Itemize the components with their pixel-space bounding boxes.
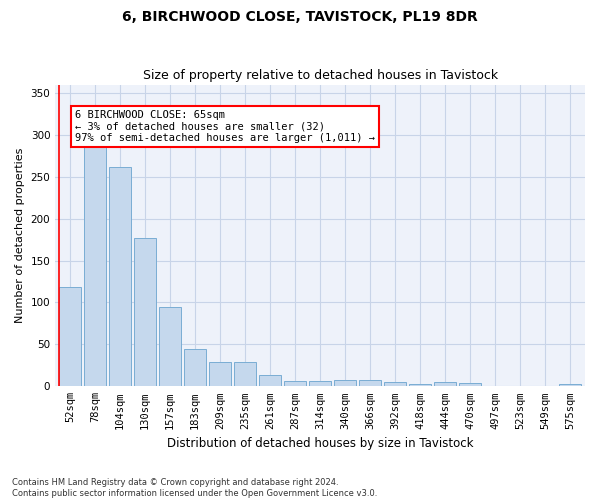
X-axis label: Distribution of detached houses by size in Tavistock: Distribution of detached houses by size … (167, 437, 473, 450)
Bar (134, 238, 157, 386)
Bar (109, 166, 131, 386)
Bar (459, 383, 481, 386)
Bar (159, 306, 181, 386)
Bar (359, 380, 382, 386)
Text: 6 BIRCHWOOD CLOSE: 65sqm
← 3% of detached houses are smaller (32)
97% of semi-de: 6 BIRCHWOOD CLOSE: 65sqm ← 3% of detache… (75, 110, 375, 143)
Y-axis label: Number of detached properties: Number of detached properties (15, 148, 25, 323)
Bar (409, 384, 431, 386)
Bar (184, 348, 206, 387)
Title: Size of property relative to detached houses in Tavistock: Size of property relative to detached ho… (143, 69, 497, 82)
Bar (309, 382, 331, 386)
Bar (234, 362, 256, 386)
Bar (284, 382, 307, 386)
Bar (559, 384, 581, 386)
Bar (209, 362, 232, 386)
Text: 6, BIRCHWOOD CLOSE, TAVISTOCK, PL19 8DR: 6, BIRCHWOOD CLOSE, TAVISTOCK, PL19 8DR (122, 10, 478, 24)
Bar (434, 382, 456, 386)
Bar (59, 288, 82, 386)
Text: Contains HM Land Registry data © Crown copyright and database right 2024.
Contai: Contains HM Land Registry data © Crown c… (12, 478, 377, 498)
Bar (334, 380, 356, 386)
Bar (384, 382, 406, 386)
Bar (259, 374, 281, 386)
Bar (84, 148, 106, 386)
